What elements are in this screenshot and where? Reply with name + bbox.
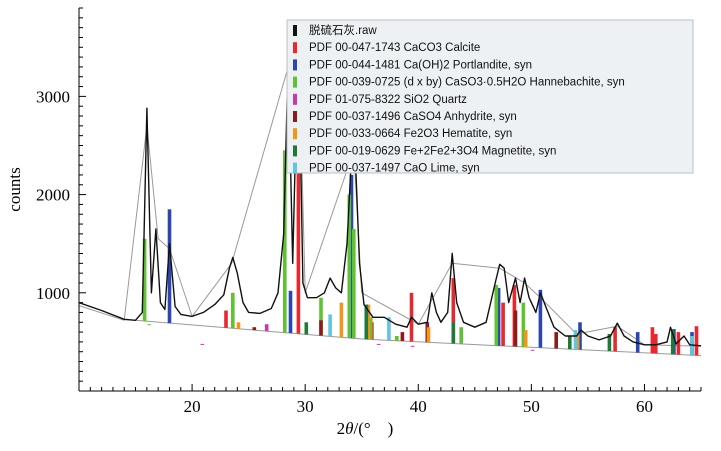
legend-entry-label: PDF 00-033-0664 Fe2O3 Hematite, syn <box>309 128 512 140</box>
legend-entry-label: PDF 01-075-8322 SiO2 Quartz <box>309 94 467 106</box>
y-tick-label: 2000 <box>36 186 70 205</box>
reference-stick <box>451 278 456 344</box>
reference-stick <box>530 349 535 351</box>
reference-stick <box>236 322 241 329</box>
x-axis-title: 2θ/(° ) <box>337 419 394 438</box>
reference-stick <box>568 336 572 350</box>
reference-stick <box>400 332 405 341</box>
y-axis-title: counts <box>5 167 24 211</box>
legend-entry-label: PDF 00-019-0629 Fe+2Fe2+3O4 Magnetite, s… <box>309 145 556 157</box>
reference-stick <box>328 314 332 337</box>
background-line-layer <box>135 319 701 357</box>
legend-swatch <box>293 145 297 157</box>
reference-stick <box>147 324 151 326</box>
y-tick-label: 3000 <box>36 87 70 106</box>
axes <box>78 8 701 392</box>
reference-stick <box>578 322 582 350</box>
reference-stick <box>283 150 287 333</box>
reference-stick <box>573 330 578 350</box>
reference-stick <box>347 194 352 338</box>
reference-stick <box>410 345 415 347</box>
reference-stick <box>654 334 658 354</box>
legend-swatch <box>293 59 297 71</box>
legend-swatch <box>293 76 297 88</box>
legend: 脱硫石灰.raw PDF 00-047-1743 CaCO3 Calcite PDF… <box>286 19 694 175</box>
reference-stick <box>349 174 354 339</box>
reference-stick <box>501 302 505 346</box>
reference-stick <box>496 287 501 346</box>
x-tick-label: 20 <box>184 397 201 416</box>
reference-stick <box>200 343 205 345</box>
legend-swatch <box>293 111 297 122</box>
reference-stick <box>694 326 699 356</box>
reference-stick <box>451 322 456 344</box>
reference-stick <box>366 304 371 340</box>
reference-stick <box>494 284 499 346</box>
reference-stick <box>167 209 172 324</box>
reference-stick <box>231 292 235 329</box>
reference-stick <box>395 336 399 341</box>
reference-stick <box>521 302 526 347</box>
legend-swatch <box>293 25 297 36</box>
reference-stick <box>554 332 558 349</box>
legend-entry-label: 脱硫石灰.raw <box>309 23 377 37</box>
reference-stick <box>613 327 617 352</box>
reference-stick <box>319 297 323 336</box>
reference-stick <box>670 330 675 355</box>
reference-stick <box>523 330 528 347</box>
legend-swatch <box>293 128 297 140</box>
reference-stick <box>264 324 269 332</box>
x-tick-label: 50 <box>523 397 540 416</box>
reference-stick <box>575 332 580 350</box>
legend-entry-label: PDF 00-037-1497 CaO Lime, syn <box>309 163 480 175</box>
x-tick-label: 40 <box>410 397 427 416</box>
x-tick-label: 60 <box>636 397 653 416</box>
reference-stick <box>288 290 293 333</box>
legend-entry-label: PDF 00-039-0725 (d x by) CaSO3·0.5H2O Ha… <box>309 77 625 89</box>
reference-stick <box>426 327 431 343</box>
legend-entry-label: PDF 00-047-1743 CaCO3 Calcite <box>309 42 480 54</box>
observed-pattern-line <box>79 26 701 347</box>
legend-box <box>286 19 694 174</box>
legend-entry-label: PDF 00-037-1496 CaSO4 Anhydrite, syn <box>309 111 517 123</box>
reference-stick <box>607 334 612 352</box>
reference-stick <box>364 304 369 340</box>
legend-swatch <box>293 162 297 174</box>
reference-stick <box>538 289 543 348</box>
ticks: 20 30 40 50 60 1000 2000 3000 <box>36 7 702 416</box>
reference-stick <box>142 238 147 322</box>
observed-line-layer <box>79 26 701 347</box>
reference-stick <box>650 327 655 354</box>
reference-stick <box>224 310 228 328</box>
legend-swatch <box>293 42 297 54</box>
reference-stick <box>459 327 463 344</box>
reference-stick <box>304 322 309 335</box>
y-tick-label: 1000 <box>36 284 70 303</box>
legend-entry-label: PDF 00-044-1481 Ca(OH)2 Portlandite, syn <box>309 59 532 71</box>
reference-stick <box>252 327 257 331</box>
reference-stick <box>352 229 356 339</box>
legend-swatch <box>293 93 297 105</box>
background-line <box>135 319 701 357</box>
reference-stick <box>319 320 323 336</box>
reference-stick <box>513 310 518 347</box>
reference-stick <box>369 317 373 340</box>
reference-stick <box>376 343 381 345</box>
reference-stick <box>296 96 301 334</box>
reference-stick <box>676 332 681 355</box>
reference-stick <box>387 317 391 341</box>
reference-stick <box>339 302 344 338</box>
x-tick-label: 30 <box>297 397 314 416</box>
